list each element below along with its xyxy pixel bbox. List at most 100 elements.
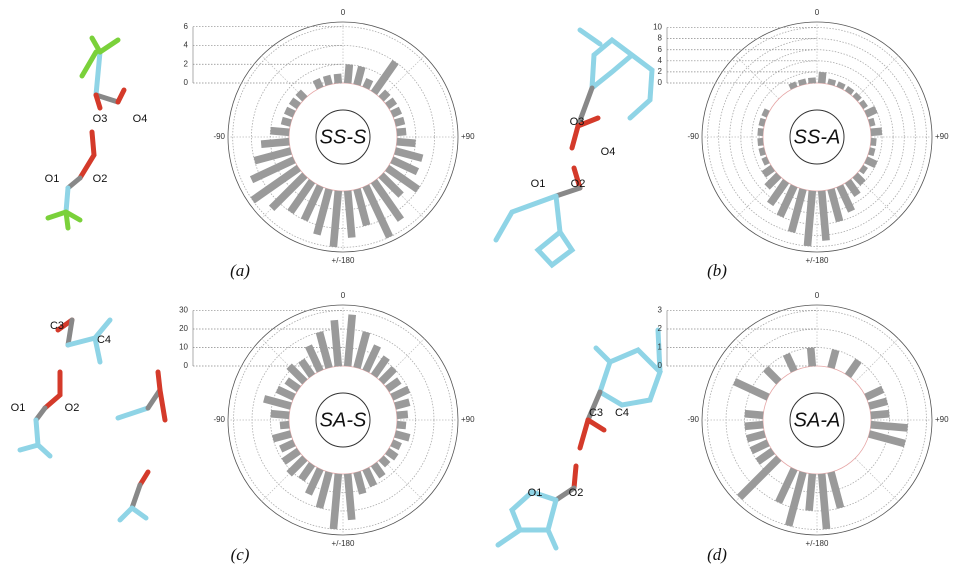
bar: [757, 128, 763, 136]
scale-label: 10: [653, 23, 662, 32]
caption: (d): [707, 545, 727, 564]
bar: [344, 64, 353, 83]
bar: [818, 473, 830, 529]
bar: [744, 421, 763, 430]
scale-label: 0: [184, 78, 189, 87]
bar: [280, 421, 290, 429]
bar: [344, 314, 356, 366]
angle-label: +/-180: [806, 256, 829, 265]
bar: [394, 399, 410, 410]
bar: [330, 190, 342, 247]
bar: [284, 107, 296, 118]
scale-label: 2: [184, 59, 189, 68]
molecule-a: [48, 38, 124, 228]
bar: [344, 190, 356, 237]
bar: [396, 128, 406, 136]
atom-label: O2: [93, 173, 108, 185]
angle-label: 0: [341, 8, 346, 17]
angle-label: -90: [213, 415, 225, 424]
bar: [827, 471, 844, 509]
bar: [390, 439, 402, 450]
angle-label: +/-180: [332, 256, 355, 265]
bar: [396, 138, 415, 147]
bar: [371, 60, 399, 95]
bar: [385, 448, 398, 461]
atom-label: O4: [601, 146, 616, 158]
atom-label: C3: [589, 407, 603, 419]
bar: [272, 430, 292, 442]
polar-chart: 0123SA-A0+90-90+/-180(d)C3C4O1O2: [528, 291, 949, 564]
bar: [396, 421, 406, 429]
bar: [390, 107, 402, 118]
bar: [330, 473, 342, 529]
scale-label: 6: [184, 22, 189, 31]
bar: [378, 455, 390, 467]
bar: [859, 165, 868, 174]
bar: [868, 118, 875, 127]
scale-label: 0: [658, 361, 663, 370]
molecule-d: [498, 330, 660, 548]
angle-label: +90: [461, 132, 475, 141]
scale-label: 30: [179, 306, 188, 315]
bar: [746, 430, 766, 442]
bar: [761, 156, 769, 165]
center-label: SS-S: [320, 126, 367, 148]
bar: [757, 138, 763, 146]
center-label: SA-A: [794, 409, 841, 431]
bar: [261, 138, 290, 148]
atom-label: C3: [50, 320, 64, 332]
angle-label: +90: [461, 415, 475, 424]
bar: [281, 117, 292, 127]
scale-label: 3: [658, 306, 663, 315]
caption: (a): [230, 261, 250, 280]
polar-chart: 0246810SS-A0+90-90+/-180(b)O3O4O1O2: [531, 8, 949, 280]
atom-label: O1: [531, 178, 546, 190]
bar: [761, 108, 769, 117]
angle-label: 0: [341, 291, 346, 300]
bar: [836, 81, 845, 89]
angle-label: -90: [213, 132, 225, 141]
scale-label: 20: [179, 324, 188, 333]
molecule-c: [20, 320, 165, 520]
angle-label: -90: [687, 132, 699, 141]
atom-label: O2: [65, 402, 80, 414]
bar: [295, 89, 307, 101]
bar: [362, 78, 373, 90]
atom-label: O2: [569, 487, 584, 499]
scale-label: 10: [179, 343, 188, 352]
atom-label: C4: [615, 407, 629, 419]
bar: [759, 147, 766, 156]
bar: [763, 366, 781, 384]
figure: 0246SS-S0+90-90+/-180(a)O3O4O1O20246810S…: [0, 0, 957, 566]
bar: [870, 138, 876, 146]
molecule-b: [496, 30, 652, 265]
spoke: [855, 56, 898, 99]
bar: [733, 378, 770, 401]
bar: [323, 75, 333, 86]
bar: [330, 320, 342, 367]
bar: [870, 128, 882, 137]
caption: (c): [231, 545, 250, 564]
bar: [868, 147, 875, 156]
caption: (b): [707, 261, 727, 280]
atom-label: O2: [571, 178, 586, 190]
bar: [827, 349, 839, 369]
angle-label: +90: [935, 415, 949, 424]
atom-label: O3: [570, 116, 585, 128]
bar: [394, 430, 410, 441]
atom-label: O3: [93, 113, 108, 125]
bar: [762, 165, 775, 178]
bar: [818, 72, 827, 84]
bar: [804, 190, 816, 246]
bar: [759, 118, 766, 127]
center-label: SS-A: [794, 126, 841, 148]
bar: [394, 117, 405, 127]
atom-label: O1: [528, 487, 543, 499]
scale-label: 4: [658, 56, 663, 65]
scale-label: 2: [658, 324, 663, 333]
bar: [870, 410, 889, 419]
bar: [870, 421, 907, 432]
angle-label: +90: [935, 132, 949, 141]
